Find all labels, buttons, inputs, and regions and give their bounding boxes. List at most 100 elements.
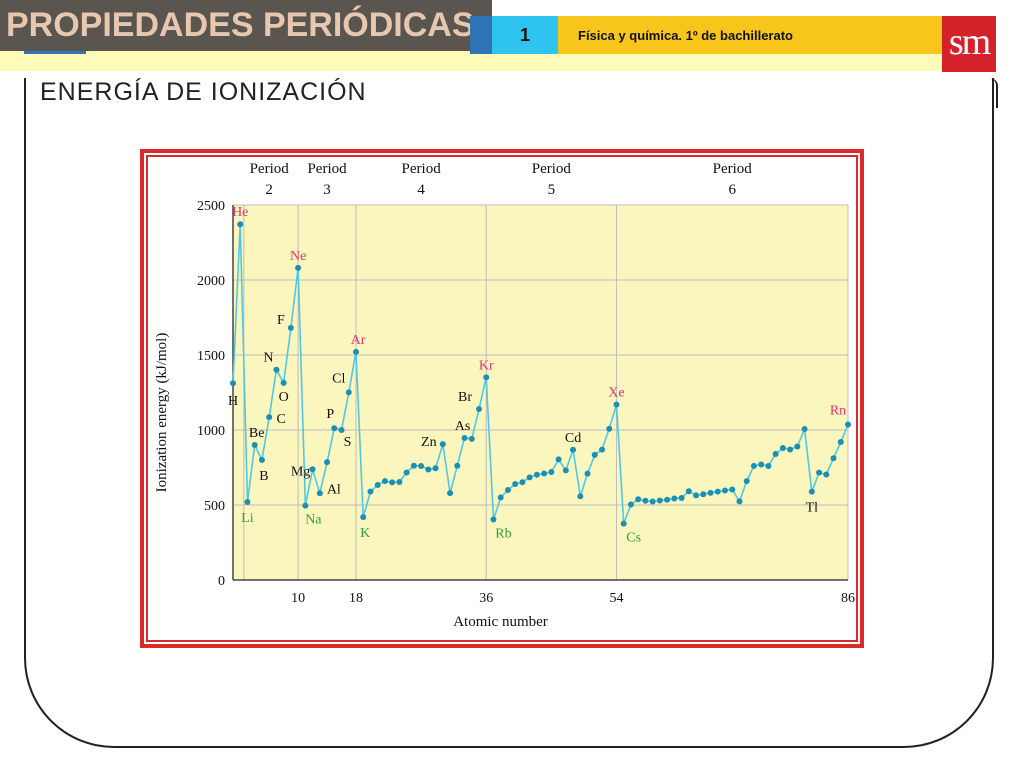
data-point — [685, 488, 692, 495]
course-banner: Física y química. 1º de bachillerato — [558, 16, 942, 54]
x-tick-label: 54 — [609, 591, 623, 606]
element-label-as: As — [455, 419, 471, 434]
data-point — [447, 490, 454, 497]
data-point — [504, 487, 511, 493]
data-point — [461, 434, 468, 441]
data-point — [584, 470, 591, 477]
data-point — [309, 466, 316, 473]
element-label-be: Be — [249, 426, 265, 441]
data-point — [743, 478, 750, 485]
data-point — [620, 520, 627, 527]
data-point — [750, 462, 757, 469]
data-point — [772, 451, 779, 457]
data-point — [251, 442, 258, 448]
period-label: Period — [250, 161, 290, 177]
data-point — [432, 465, 439, 472]
slide-frame — [24, 78, 994, 748]
data-point — [439, 441, 446, 448]
data-point — [599, 446, 605, 453]
data-point — [490, 516, 497, 523]
x-tick-label: 36 — [479, 591, 493, 606]
data-point — [577, 493, 584, 500]
data-point — [519, 479, 526, 486]
data-point — [512, 481, 519, 487]
sm-logo: sm — [942, 16, 996, 72]
element-label-br: Br — [458, 390, 472, 405]
data-point — [635, 496, 642, 503]
element-label-o: O — [279, 390, 289, 405]
header-title-box: PROPIEDADES PERIÓDICAS — [0, 0, 492, 51]
header-accent-edge — [470, 16, 492, 54]
element-label-tl: Tl — [806, 501, 819, 516]
data-point — [353, 348, 359, 355]
data-point — [541, 470, 548, 477]
x-tick-label: 86 — [841, 591, 855, 606]
unit-badge: 1 — [492, 16, 558, 54]
data-point — [360, 514, 367, 521]
data-point — [483, 374, 490, 381]
data-point — [606, 425, 613, 432]
data-point — [555, 456, 562, 463]
data-point — [367, 488, 374, 495]
data-point — [295, 264, 302, 271]
data-point — [736, 498, 743, 505]
x-tick-label: 10 — [291, 591, 305, 606]
chart-area: 0 500 1000 1500 2000 2500 10 18 36 54 86 Atomic num… — [148, 157, 856, 640]
element-label-rn: Rn — [830, 403, 846, 418]
data-point — [671, 495, 678, 502]
element-label-zn: Zn — [421, 435, 437, 450]
data-point — [837, 439, 844, 445]
data-point — [533, 471, 540, 478]
period-label: Period — [402, 161, 442, 177]
data-point — [230, 380, 236, 387]
data-point — [714, 488, 721, 495]
header-title: PROPIEDADES PERIÓDICAS — [6, 6, 475, 44]
data-point — [410, 462, 417, 469]
data-point — [693, 492, 700, 499]
data-point — [526, 474, 533, 481]
period-number: 4 — [417, 182, 425, 198]
data-point — [468, 435, 475, 442]
data-point — [765, 463, 772, 469]
data-point — [794, 443, 801, 450]
data-point — [729, 486, 736, 493]
data-point — [345, 389, 352, 396]
data-point — [678, 494, 685, 501]
y-tick-label: 2500 — [197, 199, 225, 214]
element-label-k: K — [360, 526, 370, 541]
period-number: 2 — [265, 182, 273, 198]
data-point — [808, 488, 815, 495]
period-label: Period — [713, 161, 753, 177]
element-label-li: Li — [241, 511, 254, 526]
data-point — [316, 490, 323, 497]
data-point — [816, 469, 823, 476]
data-point — [389, 479, 396, 486]
data-point — [707, 489, 714, 496]
y-tick-label: 1500 — [197, 349, 225, 364]
y-tick-label: 2000 — [197, 274, 225, 289]
element-label-cd: Cd — [565, 431, 581, 446]
data-point — [801, 425, 808, 432]
element-label-xe: Xe — [608, 386, 624, 401]
period-number: 5 — [548, 182, 556, 198]
data-point — [787, 446, 794, 453]
element-label-n: N — [263, 351, 273, 366]
data-point — [627, 501, 634, 508]
data-point — [331, 425, 338, 432]
data-point — [758, 461, 765, 468]
data-point — [381, 478, 388, 485]
data-point — [497, 494, 504, 501]
data-point — [779, 445, 786, 451]
data-point — [396, 479, 403, 486]
element-label-p: P — [326, 407, 334, 422]
data-point — [548, 469, 555, 475]
element-label-cs: Cs — [626, 531, 641, 546]
data-point — [454, 462, 461, 469]
data-point — [845, 421, 851, 428]
element-label-rb: Rb — [495, 527, 511, 542]
data-point — [244, 499, 251, 505]
period-number: 6 — [728, 182, 736, 198]
data-point — [562, 467, 569, 474]
period-label: Period — [307, 161, 347, 177]
